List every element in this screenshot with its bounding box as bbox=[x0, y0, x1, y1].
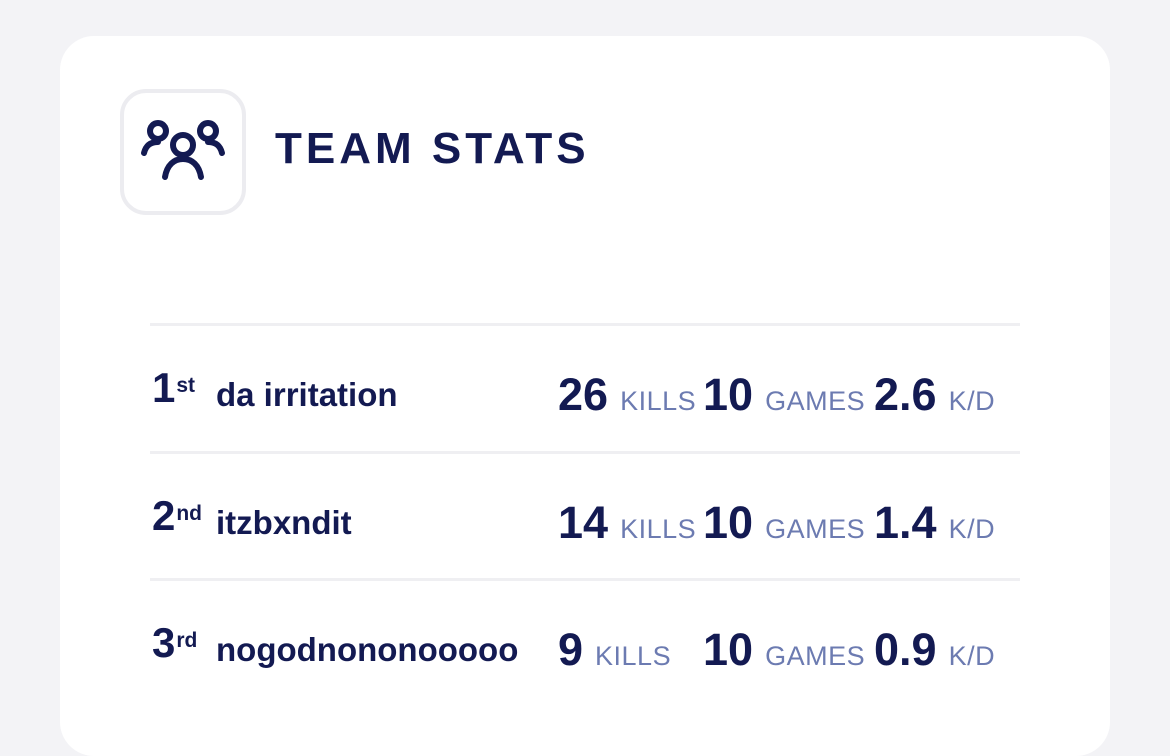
kd-stat: 0.9 K/D bbox=[874, 624, 995, 676]
kd-label: K/D bbox=[948, 386, 996, 416]
rank-label: 1st bbox=[152, 367, 195, 409]
player-name: nogodnononooooo bbox=[216, 631, 519, 668]
kd-stat: 1.4 K/D bbox=[874, 497, 995, 549]
kd-value: 1.4 bbox=[874, 497, 937, 548]
rank-suffix: nd bbox=[176, 502, 203, 525]
kills-stat: 26 KILLS bbox=[558, 369, 696, 421]
kills-value: 26 bbox=[558, 369, 609, 420]
games-value: 10 bbox=[703, 369, 754, 420]
team-users-icon bbox=[141, 120, 225, 180]
kd-value: 2.6 bbox=[874, 369, 937, 420]
rank-number: 1 bbox=[152, 364, 176, 411]
games-stat: 10 GAMES bbox=[703, 497, 865, 549]
games-stat: 10 GAMES bbox=[703, 624, 865, 676]
rank-number: 3 bbox=[152, 619, 176, 666]
games-value: 10 bbox=[703, 624, 754, 675]
games-label: GAMES bbox=[765, 514, 866, 544]
kills-value: 14 bbox=[558, 497, 609, 548]
rank-suffix: rd bbox=[176, 629, 198, 652]
row-divider bbox=[150, 578, 1020, 581]
row-divider bbox=[150, 323, 1020, 326]
rank-number: 2 bbox=[152, 492, 176, 539]
kills-value: 9 bbox=[558, 624, 584, 675]
team-icon-container bbox=[120, 89, 246, 215]
kd-stat: 2.6 K/D bbox=[874, 369, 995, 421]
kd-label: K/D bbox=[948, 641, 996, 671]
kills-label: KILLS bbox=[620, 514, 697, 544]
stats-row-3: 3rd nogodnononooooo 9 KILLS 10 GAMES 0.9… bbox=[150, 600, 1030, 680]
player-name: itzbxndit bbox=[216, 504, 352, 541]
games-label: GAMES bbox=[765, 386, 866, 416]
player-name: da irritation bbox=[216, 376, 398, 413]
stats-row-1: 1st da irritation 26 KILLS 10 GAMES 2.6 … bbox=[150, 345, 1030, 425]
kills-label: KILLS bbox=[620, 386, 697, 416]
games-stat: 10 GAMES bbox=[703, 369, 865, 421]
rank-label: 3rd bbox=[152, 622, 197, 664]
row-divider bbox=[150, 451, 1020, 454]
team-stats-card: TEAM STATS 1st da irritation 26 KILLS 10… bbox=[60, 36, 1110, 756]
kd-value: 0.9 bbox=[874, 624, 937, 675]
rank-suffix: st bbox=[176, 374, 196, 397]
kills-stat: 9 KILLS bbox=[558, 624, 671, 676]
games-value: 10 bbox=[703, 497, 754, 548]
kills-stat: 14 KILLS bbox=[558, 497, 696, 549]
kills-label: KILLS bbox=[595, 641, 672, 671]
games-label: GAMES bbox=[765, 641, 866, 671]
rank-label: 2nd bbox=[152, 495, 202, 537]
stats-row-2: 2nd itzbxndit 14 KILLS 10 GAMES 1.4 K/D bbox=[150, 473, 1030, 553]
kd-label: K/D bbox=[948, 514, 996, 544]
page-title: TEAM STATS bbox=[275, 124, 590, 173]
